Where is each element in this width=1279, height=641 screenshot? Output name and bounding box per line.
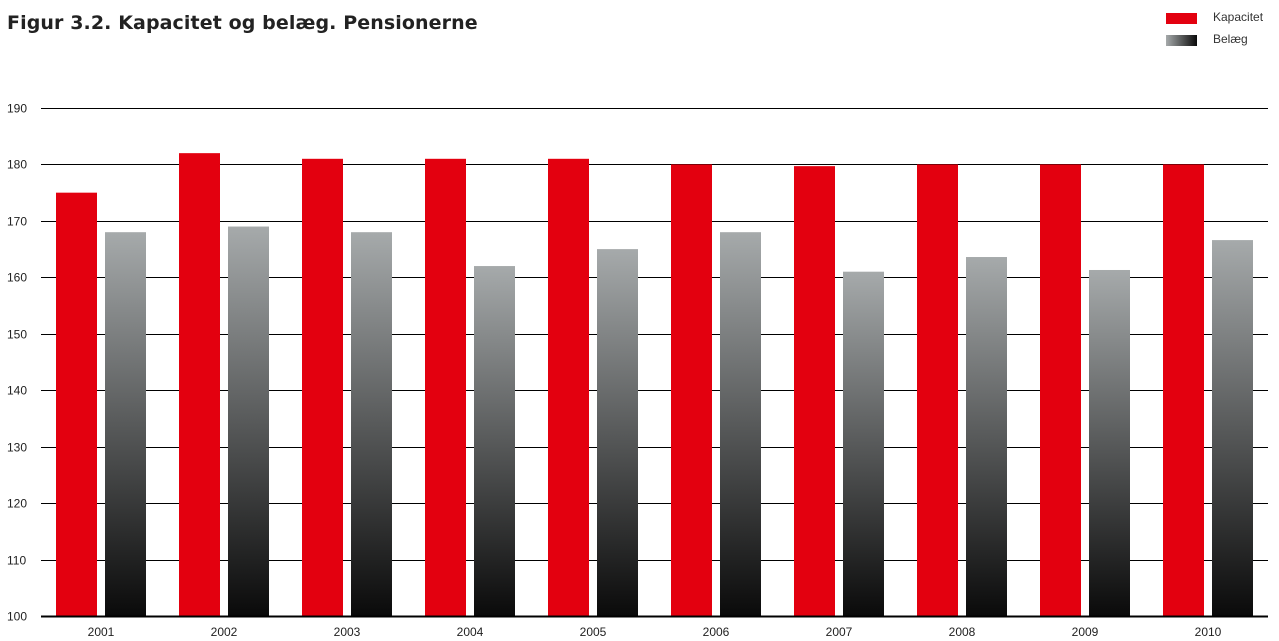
legend-swatch-kapacitet (1166, 13, 1197, 24)
y-tick-label: 120 (7, 497, 27, 511)
bar-kapacitet (917, 164, 958, 616)
legend-label-kapacitet: Kapacitet (1213, 10, 1264, 24)
x-tick-label: 2002 (211, 625, 238, 639)
y-tick-label: 100 (7, 610, 27, 624)
bar-kapacitet (179, 153, 220, 616)
bar-belaeg (1212, 240, 1253, 616)
x-tick-label: 2001 (88, 625, 115, 639)
bar-kapacitet (425, 158, 466, 617)
y-tick-label: 160 (7, 271, 27, 285)
bar-belaeg (1089, 269, 1130, 616)
bar-kapacitet (794, 166, 835, 617)
x-tick-label: 2008 (949, 625, 976, 639)
x-tick-label: 2003 (334, 625, 361, 639)
x-tick-label: 2009 (1072, 625, 1099, 639)
bars (56, 153, 1253, 617)
y-tick-label: 170 (7, 215, 27, 229)
legend-label-belaeg: Belæg (1213, 32, 1248, 46)
y-tick-label: 150 (7, 328, 27, 342)
bar-belaeg (966, 257, 1007, 616)
bar-belaeg (351, 232, 392, 616)
y-tick-label: 140 (7, 384, 27, 398)
x-tick-label: 2007 (826, 625, 853, 639)
bar-kapacitet (1040, 164, 1081, 616)
y-tick-label: 190 (7, 102, 27, 116)
y-tick-label: 130 (7, 441, 27, 455)
bar-kapacitet (1163, 164, 1204, 616)
bar-belaeg (474, 266, 515, 616)
x-tick-label: 2006 (703, 625, 730, 639)
x-axis: 2001 2002 2003 2004 2005 2006 2007 2008 2009 2010 (41, 615, 1268, 639)
bar-belaeg (228, 226, 269, 617)
legend-swatch-belaeg (1166, 35, 1197, 46)
y-tick-label: 110 (7, 554, 26, 568)
x-tick-label: 2005 (580, 625, 607, 639)
chart-title: Figur 3.2. Kapacitet og belæg. Pensioner… (7, 12, 478, 34)
bar-belaeg (597, 249, 638, 616)
bar-kapacitet (548, 158, 589, 617)
gridlines (41, 108, 1268, 618)
bar-belaeg (843, 271, 884, 616)
bar-kapacitet (302, 158, 343, 617)
y-axis: 100 110 120 130 140 150 160 170 180 190 (7, 102, 27, 624)
y-tick-label: 180 (7, 158, 27, 172)
bar-kapacitet (56, 192, 97, 616)
x-tick-label: 2010 (1195, 625, 1222, 639)
bar-belaeg (105, 232, 146, 616)
x-tick-label: 2004 (457, 625, 484, 639)
bar-kapacitet (671, 164, 712, 616)
bar-belaeg (720, 232, 761, 616)
